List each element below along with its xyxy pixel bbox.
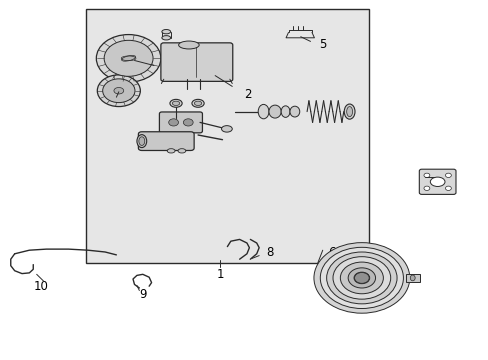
- Circle shape: [96, 35, 161, 82]
- FancyBboxPatch shape: [161, 43, 232, 81]
- Circle shape: [168, 119, 178, 126]
- Ellipse shape: [191, 99, 204, 107]
- Circle shape: [97, 75, 140, 107]
- Ellipse shape: [221, 126, 232, 132]
- Ellipse shape: [167, 149, 175, 153]
- Bar: [405, 274, 419, 282]
- Ellipse shape: [344, 104, 354, 119]
- Text: 10: 10: [34, 280, 49, 293]
- Circle shape: [104, 40, 153, 76]
- FancyBboxPatch shape: [419, 169, 455, 194]
- Circle shape: [102, 79, 135, 103]
- FancyBboxPatch shape: [159, 112, 202, 133]
- Bar: [85, 9, 368, 263]
- Circle shape: [313, 243, 409, 313]
- Ellipse shape: [178, 41, 199, 49]
- Text: 5: 5: [318, 38, 325, 51]
- Text: 6: 6: [328, 246, 335, 258]
- Ellipse shape: [114, 87, 123, 94]
- Ellipse shape: [162, 30, 170, 34]
- Circle shape: [423, 173, 429, 177]
- Text: 4: 4: [106, 95, 114, 108]
- Circle shape: [353, 272, 369, 284]
- Ellipse shape: [122, 55, 135, 61]
- Ellipse shape: [409, 275, 414, 281]
- Circle shape: [354, 273, 368, 283]
- FancyBboxPatch shape: [138, 132, 194, 150]
- Circle shape: [332, 257, 390, 299]
- Ellipse shape: [137, 135, 146, 148]
- Ellipse shape: [289, 106, 299, 117]
- Ellipse shape: [169, 99, 182, 107]
- Ellipse shape: [194, 101, 201, 105]
- Ellipse shape: [258, 104, 268, 119]
- Ellipse shape: [162, 36, 170, 40]
- Ellipse shape: [429, 177, 444, 186]
- Ellipse shape: [268, 105, 281, 118]
- Circle shape: [326, 252, 396, 304]
- Text: 7: 7: [439, 171, 447, 184]
- Circle shape: [347, 268, 375, 288]
- Circle shape: [423, 186, 429, 190]
- Text: 8: 8: [266, 246, 273, 259]
- Text: 9: 9: [139, 288, 147, 301]
- Ellipse shape: [346, 107, 352, 117]
- Circle shape: [445, 173, 450, 177]
- Circle shape: [183, 119, 193, 126]
- Text: 1: 1: [216, 268, 224, 281]
- Circle shape: [320, 247, 403, 309]
- Circle shape: [445, 186, 450, 190]
- Circle shape: [340, 262, 383, 294]
- Ellipse shape: [281, 106, 289, 117]
- Ellipse shape: [178, 149, 185, 153]
- Text: 2: 2: [244, 88, 251, 101]
- Ellipse shape: [139, 137, 144, 145]
- Text: 3: 3: [159, 63, 166, 76]
- Ellipse shape: [172, 101, 180, 105]
